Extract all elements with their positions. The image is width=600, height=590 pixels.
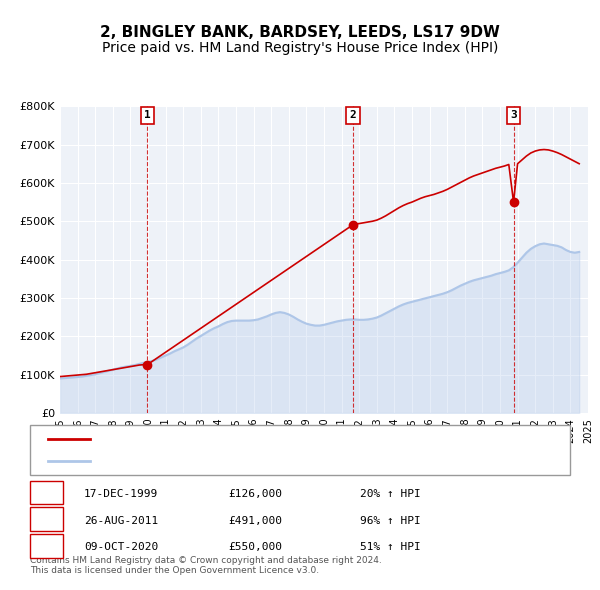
Text: £491,000: £491,000	[228, 516, 282, 526]
Text: 2: 2	[43, 516, 50, 526]
Text: Contains HM Land Registry data © Crown copyright and database right 2024.
This d: Contains HM Land Registry data © Crown c…	[30, 556, 382, 575]
Text: HPI: Average price, detached house, Leeds: HPI: Average price, detached house, Leed…	[99, 456, 322, 466]
Text: Price paid vs. HM Land Registry's House Price Index (HPI): Price paid vs. HM Land Registry's House …	[102, 41, 498, 55]
Text: 26-AUG-2011: 26-AUG-2011	[84, 516, 158, 526]
Text: 96% ↑ HPI: 96% ↑ HPI	[360, 516, 421, 526]
Text: 09-OCT-2020: 09-OCT-2020	[84, 542, 158, 552]
Text: £126,000: £126,000	[228, 489, 282, 499]
Text: 51% ↑ HPI: 51% ↑ HPI	[360, 542, 421, 552]
Text: 3: 3	[43, 542, 50, 552]
Text: 3: 3	[510, 110, 517, 120]
Text: 20% ↑ HPI: 20% ↑ HPI	[360, 489, 421, 499]
Text: £550,000: £550,000	[228, 542, 282, 552]
Text: 2, BINGLEY BANK, BARDSEY, LEEDS, LS17 9DW (detached house): 2, BINGLEY BANK, BARDSEY, LEEDS, LS17 9D…	[99, 434, 439, 444]
Text: 17-DEC-1999: 17-DEC-1999	[84, 489, 158, 499]
Text: 1: 1	[144, 110, 151, 120]
Text: 2: 2	[350, 110, 356, 120]
Text: 2, BINGLEY BANK, BARDSEY, LEEDS, LS17 9DW: 2, BINGLEY BANK, BARDSEY, LEEDS, LS17 9D…	[100, 25, 500, 40]
Text: 1: 1	[43, 489, 50, 499]
